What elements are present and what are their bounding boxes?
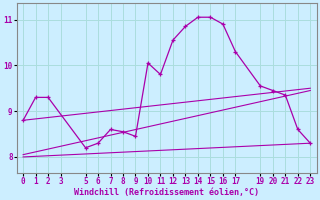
X-axis label: Windchill (Refroidissement éolien,°C): Windchill (Refroidissement éolien,°C)	[74, 188, 259, 197]
